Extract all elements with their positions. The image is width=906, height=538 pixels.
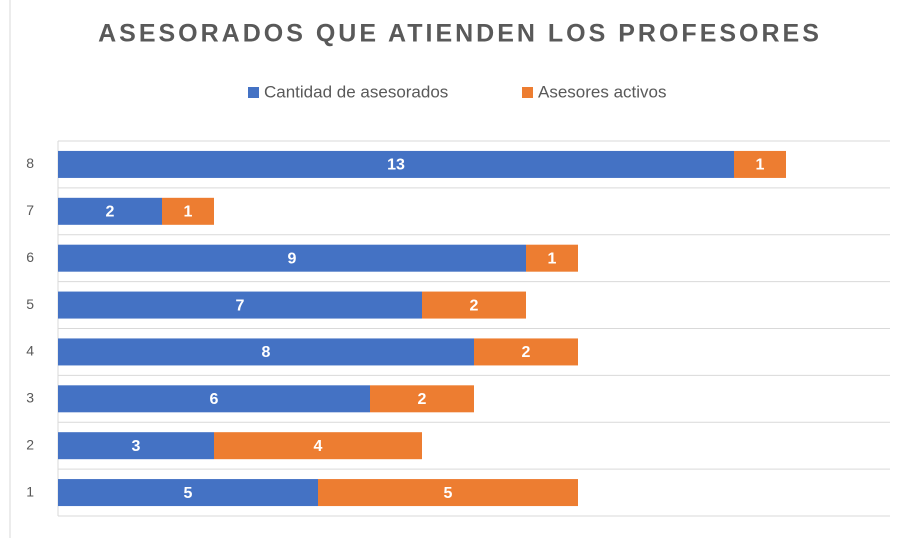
bar-segment: [370, 385, 474, 413]
data-label: 2: [418, 391, 427, 408]
bar-segment: [58, 291, 422, 319]
bar-segment: [58, 197, 162, 225]
legend-label: Asesores activos: [538, 82, 667, 101]
bar-segment: [58, 385, 370, 413]
bar-segment: [734, 150, 786, 178]
bar-segment: [214, 432, 422, 460]
bar-segment: [422, 291, 526, 319]
chart-title: ASESORADOS QUE ATIENDEN LOS PROFESORES: [98, 20, 822, 48]
data-label: 5: [444, 485, 453, 502]
legend-swatch: [522, 87, 533, 98]
y-tick-label: 6: [26, 249, 34, 265]
data-label: 7: [236, 297, 245, 314]
y-tick-label: 8: [26, 155, 34, 171]
legend-label: Cantidad de asesorados: [264, 82, 448, 101]
data-label: 1: [548, 250, 557, 267]
y-tick-label: 2: [26, 436, 34, 452]
y-tick-label: 5: [26, 296, 34, 312]
data-label: 2: [522, 344, 531, 361]
bar-segment: [162, 197, 214, 225]
bar-segment: [58, 244, 526, 272]
data-label: 2: [470, 297, 479, 314]
data-label: 8: [262, 344, 271, 361]
bar-segment: [58, 479, 318, 507]
data-label: 1: [184, 204, 193, 221]
data-label: 6: [210, 391, 219, 408]
data-label: 3: [132, 438, 141, 455]
data-label: 4: [314, 438, 323, 455]
bar-segment: [58, 432, 214, 460]
data-label: 5: [184, 485, 193, 502]
y-tick-label: 4: [26, 343, 34, 359]
legend-swatch: [248, 87, 259, 98]
y-tick-label: 3: [26, 390, 34, 406]
bar-segment: [58, 338, 474, 366]
data-label: 2: [106, 204, 115, 221]
bar-segment: [318, 479, 578, 507]
y-tick-label: 1: [26, 483, 34, 499]
data-label: 9: [288, 250, 297, 267]
bar-segment: [58, 150, 734, 178]
data-label: 13: [387, 157, 405, 174]
data-label: 1: [756, 157, 765, 174]
bar-segment: [474, 338, 578, 366]
y-tick-label: 7: [26, 202, 34, 218]
bar-segment: [526, 244, 578, 272]
